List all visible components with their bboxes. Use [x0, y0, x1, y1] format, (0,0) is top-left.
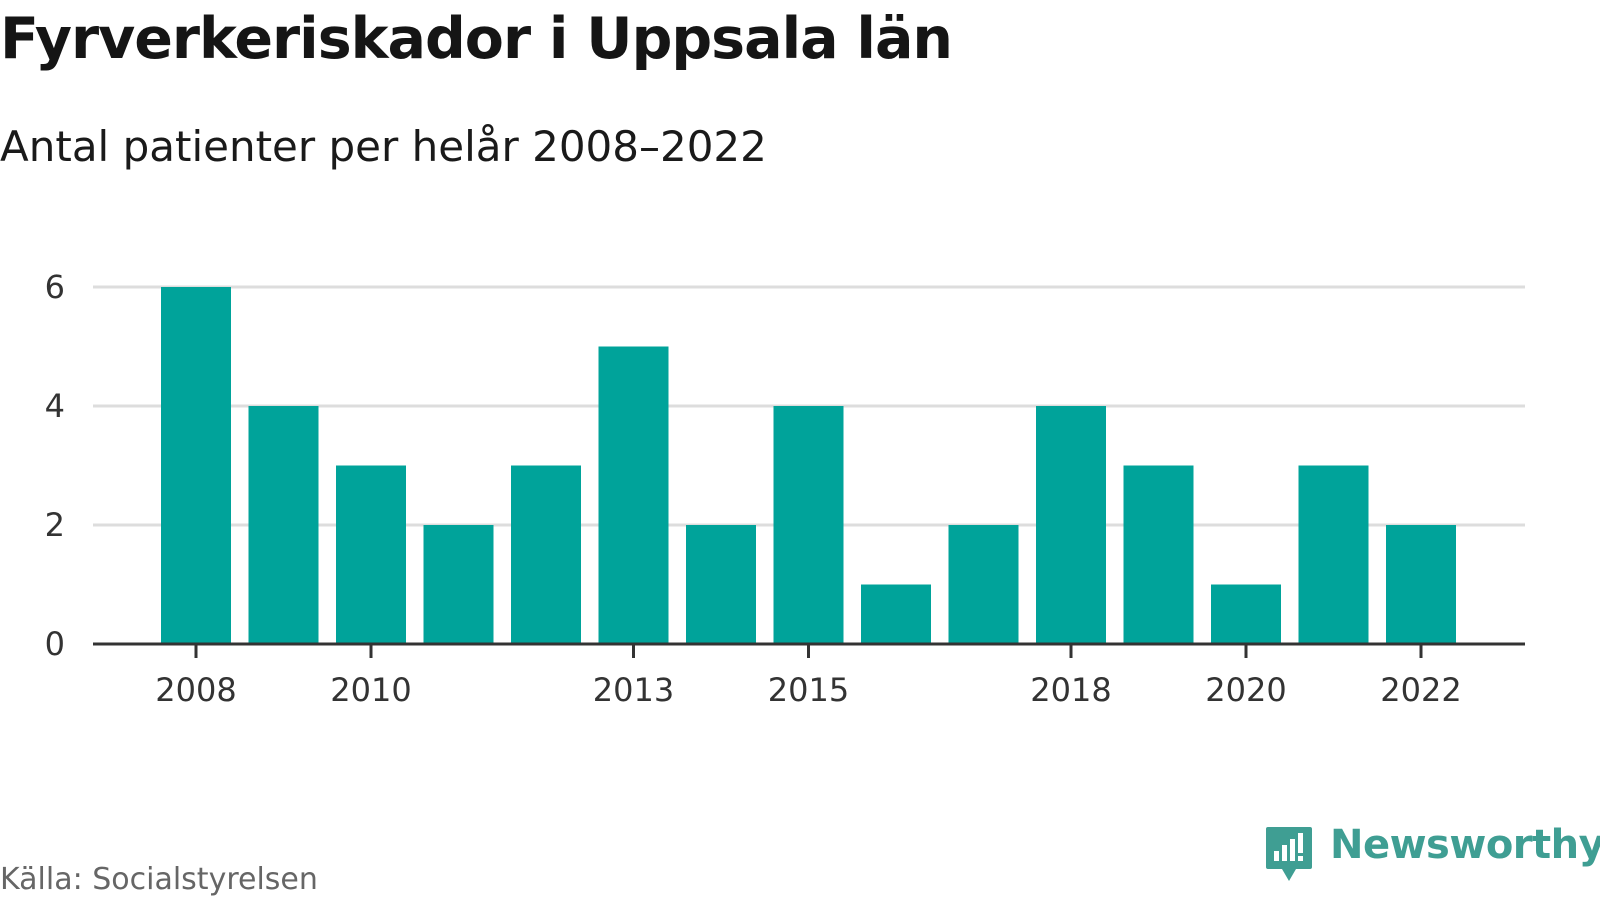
x-tick-label: 2018 — [1030, 671, 1111, 709]
bar-2021 — [1298, 465, 1369, 644]
bar-2012 — [511, 465, 581, 644]
bar-2013 — [598, 346, 669, 644]
bar-2019 — [1123, 465, 1194, 644]
y-tick-label: 6 — [45, 268, 65, 306]
x-tick-label: 2015 — [768, 671, 849, 709]
bar-2010 — [336, 465, 406, 644]
bar-chart: 0 2 4 6 2008 2010 2013 2015 2018 2020 2022 — [45, 268, 1525, 709]
bar-2008 — [161, 287, 231, 644]
y-axis-ticks: 0 2 4 6 — [45, 268, 65, 663]
bar-2017 — [948, 525, 1019, 644]
bar-2009 — [248, 406, 319, 644]
y-tick-label: 4 — [45, 387, 65, 425]
y-tick-label: 2 — [45, 506, 65, 544]
x-tick-label: 2013 — [593, 671, 674, 709]
bar-2018 — [1036, 406, 1106, 644]
brand-name: Newsworthy — [1330, 822, 1600, 868]
bar-2011 — [423, 525, 494, 644]
newsworthy-logo-icon — [1266, 827, 1312, 881]
x-axis-ticks: 2008 2010 2013 2015 2018 2020 2022 — [155, 644, 1462, 709]
brand-logo: Newsworthy — [1264, 822, 1600, 892]
bar-2016 — [861, 584, 931, 644]
bar-2014 — [686, 525, 756, 644]
bar-2022 — [1386, 525, 1456, 644]
x-tick-label: 2008 — [155, 671, 236, 709]
bar-2020 — [1211, 584, 1281, 644]
x-tick-label: 2022 — [1380, 671, 1461, 709]
bars — [161, 287, 1456, 644]
x-tick-label: 2010 — [330, 671, 411, 709]
chart-title: Fyrverkeriskador i Uppsala län — [0, 6, 953, 72]
x-tick-label: 2020 — [1205, 671, 1286, 709]
y-tick-label: 0 — [45, 625, 65, 663]
source-note: Källa: Socialstyrelsen — [0, 862, 318, 897]
bar-2015 — [773, 406, 844, 644]
chart-subtitle: Antal patienter per helår 2008–2022 — [0, 122, 767, 171]
